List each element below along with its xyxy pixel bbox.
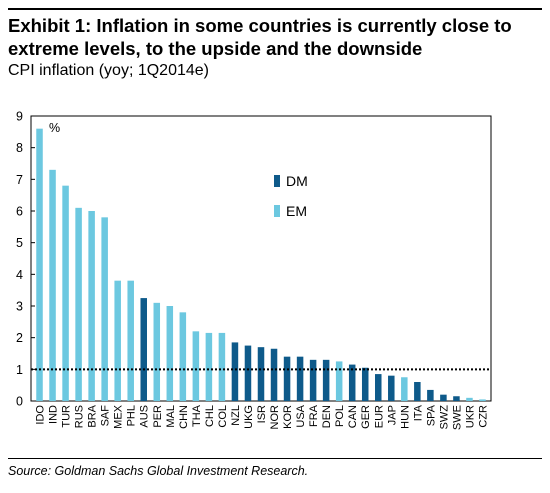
bar	[401, 377, 408, 401]
x-tick-label: COL	[217, 405, 229, 428]
page-title: Exhibit 1: Inflation in some countries i…	[8, 15, 512, 59]
unit-label: %	[49, 121, 60, 135]
y-tick-label: 1	[16, 363, 23, 377]
x-tick-label: ITA	[412, 404, 424, 421]
bar	[49, 169, 56, 401]
x-tick-label: SAF	[100, 405, 112, 427]
source-note: Source: Goldman Sachs Global Investment …	[8, 464, 309, 478]
x-tick-label: UKG	[243, 405, 255, 429]
x-tick-label: GER	[360, 405, 372, 429]
bar	[283, 356, 291, 401]
x-tick-label: AUS	[139, 405, 151, 428]
x-tick-label: SWE	[451, 405, 463, 430]
bar	[101, 217, 108, 401]
y-tick-label: 4	[16, 268, 23, 282]
bar	[388, 375, 395, 401]
bar	[244, 345, 252, 401]
bar	[440, 394, 447, 401]
bar	[231, 342, 239, 401]
x-tick-label: TUR	[61, 405, 73, 428]
bar	[453, 396, 460, 401]
bar	[361, 367, 369, 401]
bar	[140, 298, 147, 401]
x-tick-label: NOR	[269, 405, 281, 430]
y-tick-label: 6	[16, 205, 23, 219]
bar	[153, 302, 161, 401]
y-tick-label: 8	[16, 141, 23, 155]
y-tick-label: 5	[16, 236, 23, 250]
legend-label: DM	[286, 173, 308, 189]
x-tick-label: PER	[152, 405, 164, 428]
x-tick-label: CHL	[204, 405, 216, 427]
y-tick-label: 9	[16, 110, 23, 124]
x-tick-label: BRA	[87, 404, 99, 427]
x-tick-label: USA	[295, 404, 307, 427]
x-tick-label: THA	[191, 404, 203, 427]
bar	[114, 280, 121, 401]
chart-subtitle: CPI inflation (yoy; 1Q2014e)	[8, 62, 209, 79]
y-tick-label: 3	[16, 300, 23, 314]
y-tick-label: 0	[16, 395, 23, 409]
x-tick-label: KOR	[282, 405, 294, 429]
x-tick-label: CAN	[347, 405, 359, 428]
bar	[179, 312, 187, 401]
bar	[257, 347, 265, 401]
legend-swatch	[274, 205, 280, 217]
bar	[309, 359, 317, 401]
bar	[466, 397, 473, 401]
footer-rule	[8, 458, 542, 459]
x-tick-label: JAP	[386, 405, 398, 425]
bar	[427, 389, 434, 401]
bar	[296, 356, 304, 401]
x-tick-label: IND	[48, 405, 60, 424]
x-tick-label: SPA	[425, 404, 437, 426]
x-tick-label: POL	[334, 405, 346, 427]
bar	[36, 128, 43, 401]
top-rule	[8, 8, 542, 10]
x-tick-label: SWZ	[438, 405, 450, 430]
x-tick-label: RUS	[74, 405, 86, 428]
x-tick-label: PHL	[126, 405, 138, 426]
legend-label: EM	[286, 203, 307, 219]
x-tick-label: UKR	[464, 405, 476, 428]
bar	[218, 332, 226, 401]
bar	[62, 185, 69, 401]
x-tick-label: MAL	[165, 405, 177, 428]
x-tick-label: HUN	[399, 405, 411, 429]
x-tick-label: CZR	[477, 405, 489, 428]
bar	[348, 364, 356, 401]
legend-swatch	[274, 175, 280, 187]
bar	[75, 207, 82, 401]
y-tick-label: 2	[16, 331, 23, 345]
x-tick-label: DEN	[321, 405, 333, 428]
bar	[335, 361, 343, 401]
bar	[166, 306, 174, 401]
x-tick-label: IDO	[35, 405, 47, 425]
bar	[479, 399, 486, 401]
bar	[322, 359, 330, 401]
x-tick-label: FRA	[308, 404, 320, 427]
bar	[192, 331, 200, 401]
x-tick-label: NZL	[230, 405, 242, 426]
bar	[270, 348, 278, 401]
x-tick-label: MEX	[113, 404, 125, 429]
bar	[88, 211, 95, 401]
bar	[375, 374, 382, 401]
y-tick-label: 7	[16, 173, 23, 187]
bar	[414, 382, 421, 401]
x-tick-label: ISR	[256, 405, 268, 423]
bar	[127, 280, 134, 401]
x-tick-label: CHN	[178, 405, 190, 429]
bar	[205, 332, 213, 401]
x-tick-label: EUR	[373, 405, 385, 428]
